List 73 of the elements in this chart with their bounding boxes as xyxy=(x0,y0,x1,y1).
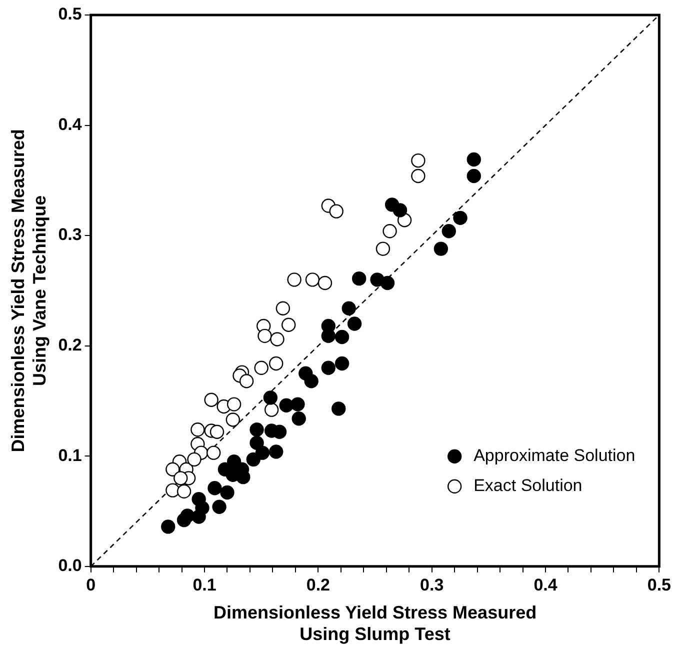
point xyxy=(411,168,426,184)
point xyxy=(318,276,332,290)
point xyxy=(321,360,336,375)
point xyxy=(466,152,481,167)
point xyxy=(434,242,448,256)
x-tick-label: 0 xyxy=(86,575,96,594)
legend-label: Approximate Solution xyxy=(474,446,636,466)
point xyxy=(332,402,346,416)
point xyxy=(263,390,278,405)
y-tick-label: 0.5 xyxy=(58,4,82,24)
point xyxy=(258,328,272,344)
x-axis-title: Dimensionless Yield Stress Measured Using Slump Test xyxy=(213,602,537,644)
point xyxy=(180,508,195,523)
point xyxy=(292,412,306,426)
point xyxy=(304,374,318,388)
point xyxy=(305,272,320,287)
x-tick-label: 0.1 xyxy=(192,575,216,594)
point xyxy=(220,485,234,500)
x-tick-label: 0.4 xyxy=(534,575,558,594)
point xyxy=(187,452,202,467)
point xyxy=(453,210,468,226)
point xyxy=(269,356,284,371)
point xyxy=(166,462,180,476)
point xyxy=(442,224,456,238)
point xyxy=(269,444,284,459)
x-tick-label: 0.3 xyxy=(420,575,444,594)
y-tick-label: 0.3 xyxy=(58,225,82,244)
point xyxy=(342,301,356,316)
y-tick-label: 0.4 xyxy=(58,114,82,134)
y-tick-label: 0.1 xyxy=(58,446,82,465)
point xyxy=(210,424,224,439)
point xyxy=(382,224,397,238)
point xyxy=(208,481,222,496)
point xyxy=(347,316,362,331)
point xyxy=(287,272,302,287)
point xyxy=(190,422,205,437)
point xyxy=(176,484,192,499)
point xyxy=(246,452,260,467)
point xyxy=(161,520,176,534)
point xyxy=(276,301,290,316)
point xyxy=(380,276,395,290)
point xyxy=(466,168,481,184)
x-tick-label: 0.2 xyxy=(306,575,330,594)
point xyxy=(250,422,264,437)
point xyxy=(290,397,305,412)
point xyxy=(411,153,426,168)
point xyxy=(270,332,284,346)
point xyxy=(226,412,240,427)
legend-label: Exact Solution xyxy=(474,476,582,496)
point xyxy=(334,330,350,344)
point xyxy=(329,204,344,218)
point xyxy=(392,203,408,218)
point xyxy=(174,471,188,486)
point xyxy=(212,500,226,514)
x-tick-label: 0.5 xyxy=(647,575,672,594)
point xyxy=(206,446,221,460)
point xyxy=(239,374,254,388)
point xyxy=(264,402,279,417)
point xyxy=(376,242,390,256)
y-tick-label: 0.2 xyxy=(58,336,82,355)
point xyxy=(166,483,180,498)
point xyxy=(321,328,336,344)
point xyxy=(195,500,210,516)
point xyxy=(204,392,218,407)
point xyxy=(334,356,350,371)
y-tick-label: 0.0 xyxy=(58,556,82,576)
point xyxy=(255,446,270,460)
point xyxy=(226,397,242,412)
point xyxy=(254,360,268,375)
point xyxy=(282,318,296,332)
point xyxy=(279,398,294,412)
point xyxy=(352,271,366,286)
y-axis-title: Dimensionless Yield Stress Measured Using Vane Technique xyxy=(8,129,50,452)
